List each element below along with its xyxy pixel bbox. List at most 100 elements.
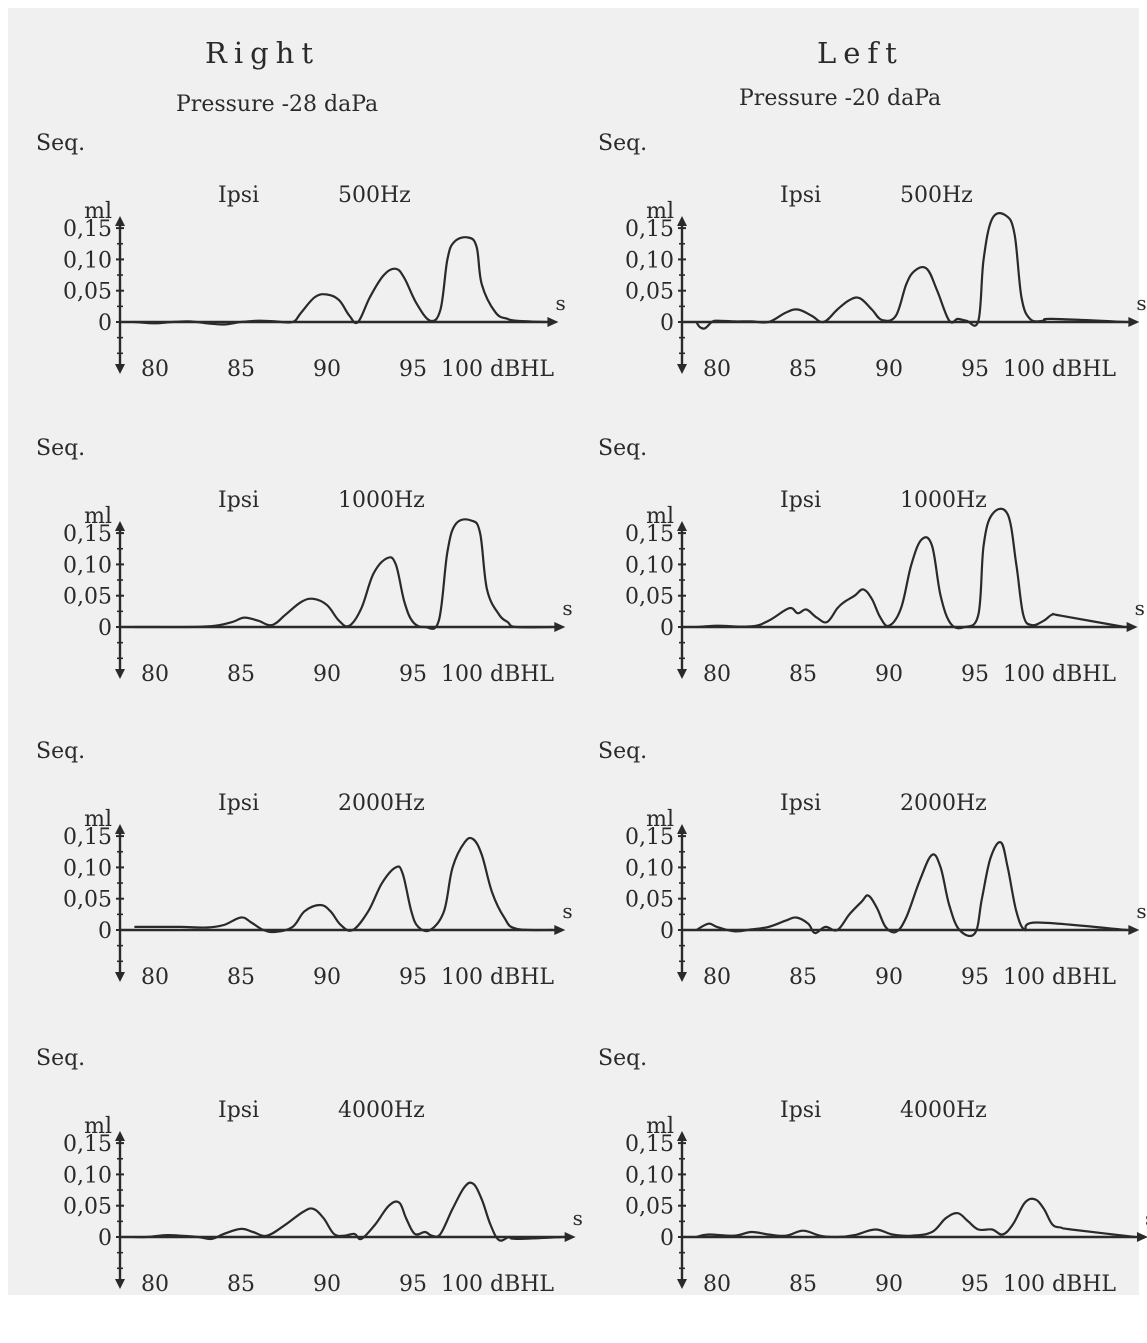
mode-label: Ipsi [780, 488, 822, 513]
y-tick-label: 0,15 [625, 522, 674, 547]
y-axis-arrow [677, 824, 687, 834]
y-axis-arrow-bottom [115, 669, 125, 679]
x-tick-label: 100 dBHL [1003, 357, 1116, 382]
x-tick-label: 80 [141, 357, 169, 382]
y-tick-label: 0,05 [625, 1195, 674, 1220]
left-ear-pressure: Pressure -20 daPa [739, 86, 942, 111]
y-tick-label: 0,15 [625, 1132, 674, 1157]
x-tick-label: 85 [789, 662, 817, 687]
seq-label: Seq. [36, 739, 86, 764]
x-tick-label: 100 dBHL [441, 965, 554, 990]
x-axis-arrow [1128, 925, 1140, 935]
y-tick-label: 0,10 [625, 553, 674, 578]
x-tick-label: 95 [961, 1272, 989, 1297]
response-curve [134, 836, 553, 934]
response-curve [134, 518, 553, 630]
y-tick-label: 0,15 [625, 217, 674, 242]
mode-label: Ipsi [218, 791, 260, 816]
x-tick-label: 95 [399, 357, 427, 382]
x-tick-label: 100 dBHL [1003, 965, 1116, 990]
x-axis-arrow [564, 1232, 576, 1242]
right-ear-pressure: Pressure -28 daPa [176, 92, 379, 117]
y-tick-label: 0 [660, 919, 674, 944]
y-tick-label: 0 [660, 1226, 674, 1251]
y-axis-label: ml [646, 199, 674, 224]
right-ear-title: Right [205, 36, 321, 70]
chart-left-2000hz: Seq. Ipsi 2000Hz 0,15 0,10 0,05 0 ml s 80 85 90 95 10… [570, 739, 1147, 1036]
chart-left-4000hz: Seq. Ipsi 4000Hz 0,15 0,10 0,05 0 ml s 80 85 90 95 10… [570, 1046, 1147, 1343]
seq-label: Seq. [36, 1046, 86, 1071]
y-tick-label: 0,05 [63, 280, 112, 305]
y-tick-label: 0,15 [63, 825, 112, 850]
y-axis-label: ml [646, 807, 674, 832]
y-axis-arrow-bottom [677, 972, 687, 982]
figure-canvas: Right Pressure -28 daPa Left Pressure -2… [8, 8, 1147, 1297]
x-tick-label: 85 [789, 965, 817, 990]
y-axis-label: ml [84, 199, 112, 224]
y-axis-arrow-bottom [115, 1279, 125, 1289]
y-tick-label: 0,05 [63, 585, 112, 610]
y-tick-label: 0,15 [63, 1132, 112, 1157]
y-axis-arrow-bottom [677, 669, 687, 679]
x-tick-label: 100 dBHL [1003, 1272, 1116, 1297]
frequency-label: 1000Hz [900, 488, 987, 513]
x-tick-label: 100 dBHL [441, 662, 554, 687]
seq-label: Seq. [36, 131, 86, 156]
x-tick-label: 85 [789, 1272, 817, 1297]
x-tick-label: 100 dBHL [1003, 662, 1116, 687]
response-curve [134, 236, 546, 326]
y-tick-label: 0,15 [63, 217, 112, 242]
x-tick-label: 95 [961, 965, 989, 990]
x-axis-arrow [1126, 622, 1138, 632]
chart-left-500hz: Seq. Ipsi 500Hz 0,15 0,10 0,05 0 ml s 80 85 90 95 100… [570, 131, 1147, 428]
response-curve [695, 841, 1127, 938]
chart-right-2000hz: Seq. Ipsi 2000Hz 0,15 0,10 0,05 0 ml s 80 85 90 95 10… [8, 739, 573, 1036]
y-axis-label: ml [646, 1114, 674, 1139]
x-tick-label: 80 [703, 965, 731, 990]
y-tick-label: 0,05 [63, 888, 112, 913]
x-tick-label: 95 [961, 662, 989, 687]
x-tick-label: 95 [961, 357, 989, 382]
frequency-label: 2000Hz [338, 791, 425, 816]
x-axis-label: s [555, 291, 565, 315]
x-axis-label: s [1135, 596, 1145, 620]
y-tick-label: 0,10 [625, 1163, 674, 1188]
x-axis-label: s [562, 899, 572, 923]
x-tick-label: 90 [875, 357, 903, 382]
seq-label: Seq. [598, 1046, 648, 1071]
chart-svg: 0,15 0,10 0,05 0 ml s 80 85 90 95 100 dBHL [625, 504, 1145, 687]
x-axis-label: s [562, 596, 572, 620]
chart-svg: 0,15 0,10 0,05 0 ml s 80 85 90 95 100 dBHL [63, 807, 573, 990]
x-tick-label: 80 [703, 1272, 731, 1297]
y-tick-label: 0,10 [63, 856, 112, 881]
x-tick-label: 90 [313, 1272, 341, 1297]
y-axis-label: ml [84, 807, 112, 832]
x-tick-label: 80 [703, 357, 731, 382]
frequency-label: 2000Hz [900, 791, 987, 816]
y-tick-label: 0,10 [63, 553, 112, 578]
x-tick-label: 80 [141, 965, 169, 990]
x-tick-label: 85 [227, 1272, 255, 1297]
y-tick-label: 0,10 [63, 248, 112, 273]
y-axis-arrow [115, 216, 125, 226]
y-axis-arrow [677, 521, 687, 531]
frequency-label: 500Hz [900, 183, 973, 208]
left-ear-title: Left [817, 36, 904, 70]
y-tick-label: 0 [98, 311, 112, 336]
x-axis-arrow [1128, 317, 1140, 327]
x-tick-label: 80 [141, 1272, 169, 1297]
y-tick-label: 0 [98, 616, 112, 641]
x-tick-label: 90 [875, 662, 903, 687]
x-axis-label: s [573, 1206, 583, 1230]
chart-right-4000hz: Seq. Ipsi 4000Hz 0,15 0,10 0,05 0 ml s 80 85 90 95 10… [8, 1046, 583, 1343]
frequency-label: 4000Hz [900, 1098, 987, 1123]
chart-svg: 0,15 0,10 0,05 0 ml s 80 85 90 95 100 dBHL [63, 1114, 583, 1297]
x-tick-label: 85 [227, 965, 255, 990]
mode-label: Ipsi [780, 791, 822, 816]
y-tick-label: 0,15 [625, 825, 674, 850]
seq-label: Seq. [598, 436, 648, 461]
chart-svg: 0,15 0,10 0,05 0 ml s 80 85 90 95 100 dBHL [625, 1114, 1147, 1297]
seq-label: Seq. [598, 131, 648, 156]
x-tick-label: 90 [313, 662, 341, 687]
y-tick-label: 0,05 [625, 888, 674, 913]
